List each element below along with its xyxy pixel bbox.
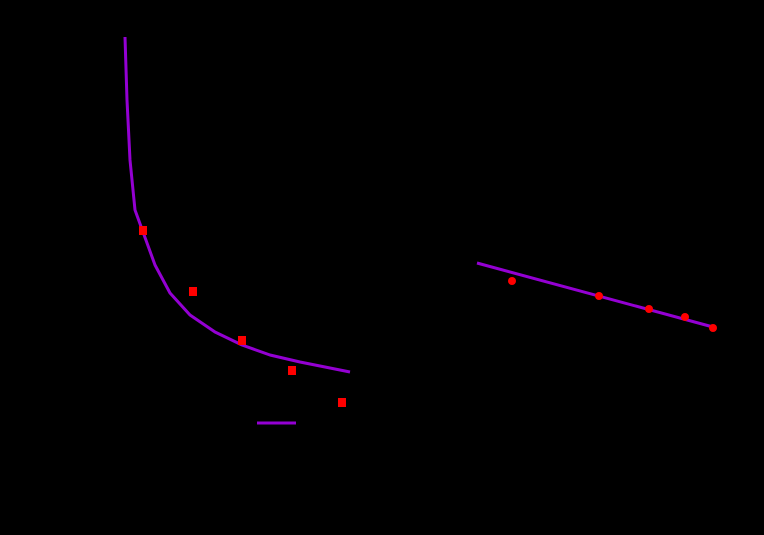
right-fit-line bbox=[476, 261, 714, 329]
left-data-markers bbox=[139, 226, 346, 407]
left-fit-curve bbox=[123, 36, 351, 374]
data-point-marker bbox=[338, 398, 346, 407]
data-point-marker bbox=[238, 336, 246, 345]
left-plot-panel bbox=[123, 36, 351, 425]
data-point-marker bbox=[288, 366, 296, 375]
data-point-marker bbox=[189, 287, 197, 296]
data-point-marker bbox=[645, 305, 653, 313]
data-point-marker bbox=[681, 313, 689, 321]
data-point-marker bbox=[508, 277, 516, 285]
right-data-markers bbox=[508, 277, 717, 332]
data-point-marker bbox=[709, 324, 717, 332]
data-point-marker bbox=[139, 226, 147, 235]
data-point-marker bbox=[595, 292, 603, 300]
right-plot-panel bbox=[476, 261, 717, 332]
